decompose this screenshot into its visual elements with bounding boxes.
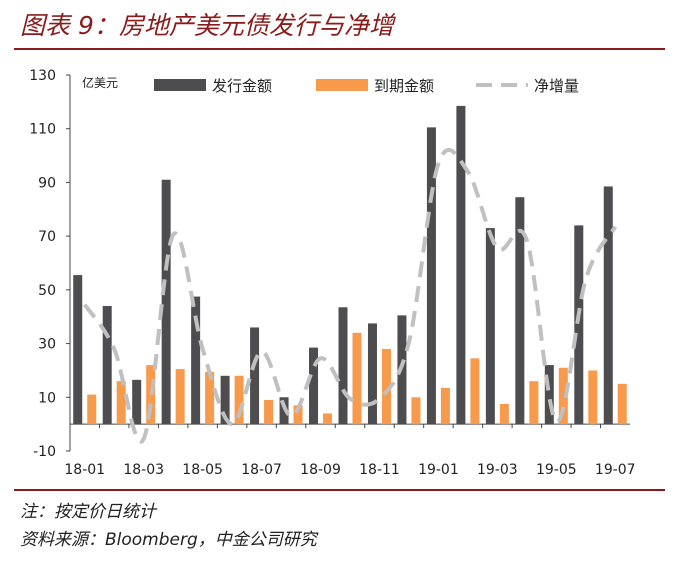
bar-issuance [220,375,230,425]
y-tick-label: 30 [38,337,56,353]
bar-issuance [132,379,142,425]
net-increase-line [83,147,618,444]
bar-issuance [485,228,495,425]
x-tick-label: 19-05 [536,462,577,478]
bar-maturity [617,383,627,425]
bar-maturity [116,381,126,425]
unit-label: 亿美元 [82,75,118,90]
chart-line [83,147,618,444]
chart-bars [73,105,627,425]
bar-issuance [73,275,83,425]
y-tick-label: 110 [29,122,56,138]
bar-maturity [352,332,362,425]
chart: -10 10 30 50 70 90 110 130 18-01 18-03 18-05 18-07 1… [29,68,636,478]
y-tick-label: 70 [38,229,56,245]
bar-maturity [264,399,274,425]
x-tick-label: 19-01 [418,462,459,478]
bar-issuance [102,305,112,425]
bar-maturity [558,367,568,425]
y-tick-label: -10 [33,444,56,460]
bar-issuance [515,197,525,425]
bar-issuance [603,186,613,425]
bar-issuance [191,296,201,425]
bar-issuance [367,323,377,425]
bar-issuance [456,105,466,425]
legend-label: 净增量 [534,77,579,95]
bar-maturity [588,370,598,425]
figure-title: 图表 9：房地产美元债发行与净增 [20,11,394,40]
source-rule [14,489,665,491]
bar-issuance [338,307,348,425]
title-rule [14,48,665,50]
bar-maturity [87,394,97,425]
bar-maturity [146,365,156,425]
bar-maturity [440,387,450,425]
x-tick-label: 19-07 [595,462,636,478]
bar-issuance [309,347,319,425]
y-tick-label: 130 [29,68,56,84]
legend-swatch [154,79,206,91]
x-tick-label: 18-05 [182,462,223,478]
x-tick-label: 19-03 [477,462,518,478]
bar-maturity [411,397,421,425]
bar-maturity [293,405,303,425]
bar-issuance [544,365,554,425]
bar-issuance [161,179,171,425]
chart-legend: 发行金额 到期金额 净增量 [154,77,579,95]
y-tick-label: 10 [38,390,56,406]
bar-issuance [426,127,436,425]
figure-note: 注：按定价日统计 [20,502,156,522]
x-tick-label: 18-03 [123,462,164,478]
figure-source: 资料来源：Bloomberg，中金公司研究 [20,530,317,550]
bar-maturity [323,413,333,425]
legend-swatch [316,79,368,91]
x-tick-label: 18-09 [300,462,341,478]
legend-label: 发行金额 [212,77,272,95]
x-tick-label: 18-01 [64,462,105,478]
bar-maturity [175,369,185,425]
bar-maturity [205,371,215,425]
x-tick-label: 18-07 [241,462,282,478]
bar-maturity [381,348,391,425]
bar-maturity [470,358,480,425]
legend-label: 到期金额 [374,77,434,95]
y-tick-label: 90 [38,175,56,191]
bar-maturity [499,404,509,425]
bar-issuance [574,225,584,425]
x-tick-label: 18-11 [359,462,400,478]
bar-maturity [234,375,244,425]
y-tick-label: 50 [38,283,56,299]
bar-maturity [529,381,539,425]
bar-issuance [250,327,260,425]
